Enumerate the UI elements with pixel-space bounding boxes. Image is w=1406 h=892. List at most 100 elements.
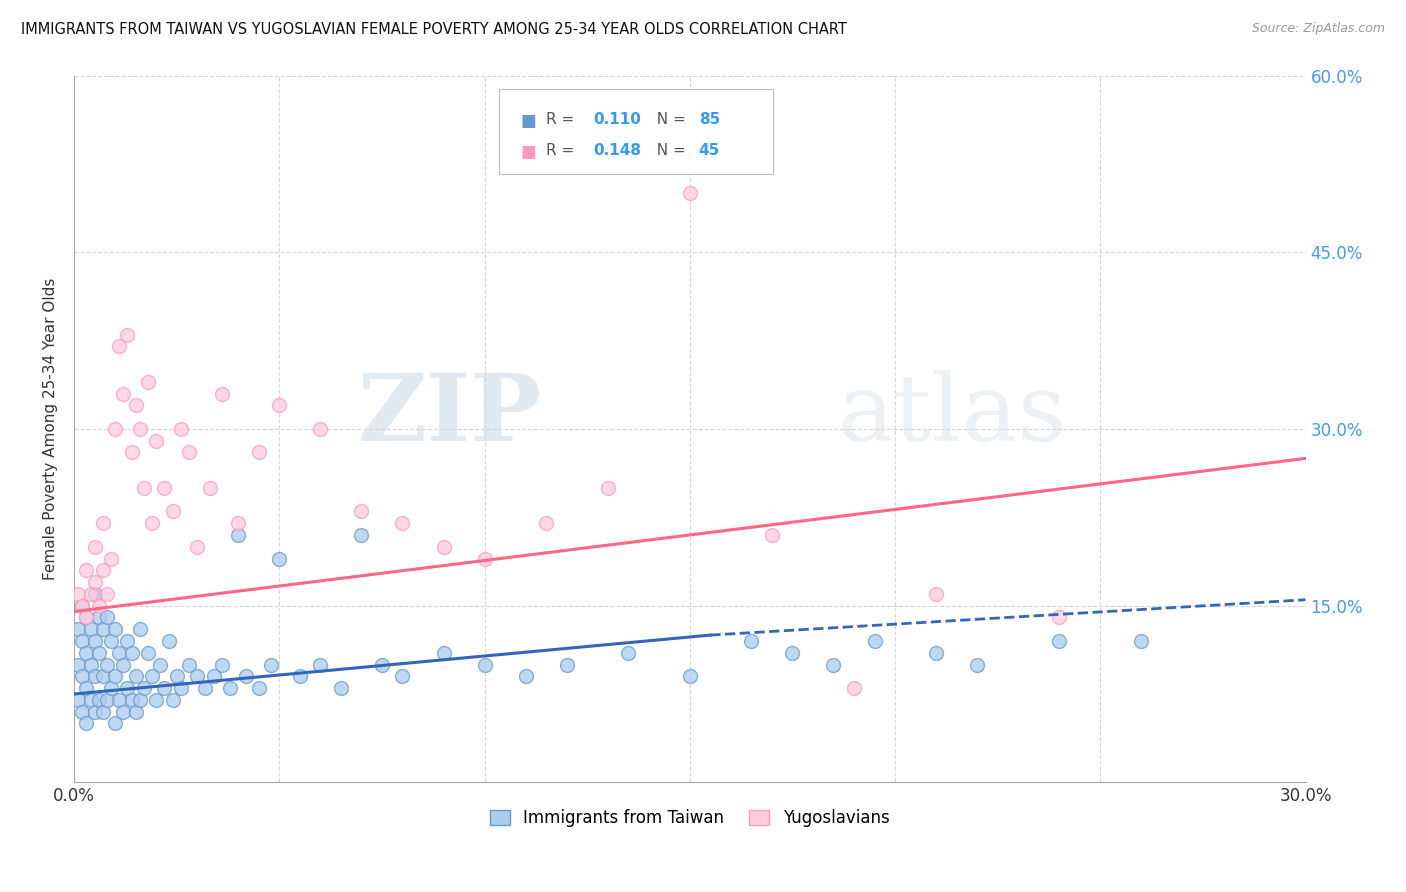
Point [117,634,139,648]
Text: N =: N = [647,143,690,158]
Point [925,587,948,601]
Text: R =: R = [546,143,579,158]
Point [91,669,114,683]
Text: R =: R = [546,112,579,127]
Point [112,386,135,401]
Point [136,646,159,660]
Point [863,634,886,648]
Point [966,657,988,672]
Point [371,657,394,672]
Point [87,646,110,660]
Point [100,634,122,648]
Text: N =: N = [647,112,690,127]
Point [121,693,143,707]
Point [1047,634,1070,648]
Text: ■: ■ [520,112,536,129]
Point [782,646,804,660]
Point [104,669,127,683]
Point [617,646,640,660]
Point [288,669,311,683]
Point [91,563,114,577]
Point [136,375,159,389]
Point [198,481,221,495]
Point [67,587,90,601]
Point [170,422,193,436]
Point [226,516,249,531]
Point [75,610,97,624]
Point [91,516,114,531]
Point [350,528,373,542]
Point [177,445,200,459]
Point [596,481,619,495]
Text: 85: 85 [699,112,720,127]
Point [87,599,110,613]
Point [72,599,94,613]
Point [141,669,163,683]
Point [100,681,122,695]
Point [350,504,373,518]
Point [432,646,454,660]
Point [112,705,135,719]
Point [170,681,193,695]
Point [247,445,270,459]
Point [91,705,114,719]
Point [72,705,94,719]
Point [96,657,118,672]
Point [157,634,180,648]
Point [128,422,150,436]
Point [79,587,101,601]
Point [842,681,865,695]
Point [153,681,176,695]
Point [925,646,948,660]
Point [117,681,139,695]
Point [391,669,413,683]
Point [83,634,105,648]
Point [1047,610,1070,624]
Point [75,646,97,660]
Point [108,693,131,707]
Point [96,610,118,624]
Point [72,634,94,648]
Point [145,693,167,707]
Point [329,681,352,695]
Point [474,657,496,672]
Point [124,669,146,683]
Point [128,622,150,636]
Point [515,669,537,683]
Point [67,693,90,707]
Point [108,646,131,660]
Point [211,386,233,401]
Point [153,481,176,495]
Point [679,669,702,683]
Point [87,610,110,624]
Text: ■: ■ [520,143,536,161]
Point [96,693,118,707]
Point [679,186,702,201]
Point [104,422,127,436]
Text: ZIP: ZIP [357,370,543,459]
Point [740,634,762,648]
Point [247,681,270,695]
Point [211,657,233,672]
Point [67,657,90,672]
Point [108,339,131,353]
Point [72,599,94,613]
Point [87,693,110,707]
Point [124,705,146,719]
Point [145,434,167,448]
Point [75,610,97,624]
Point [432,540,454,554]
Point [83,669,105,683]
Text: IMMIGRANTS FROM TAIWAN VS YUGOSLAVIAN FEMALE POVERTY AMONG 25-34 YEAR OLDS CORRE: IMMIGRANTS FROM TAIWAN VS YUGOSLAVIAN FE… [21,22,846,37]
Point [219,681,242,695]
Point [132,681,155,695]
Point [391,516,413,531]
Text: atlas: atlas [838,370,1067,459]
Point [91,622,114,636]
Point [149,657,172,672]
Point [100,551,122,566]
Point [79,693,101,707]
Point [226,528,249,542]
Point [121,445,143,459]
Point [202,669,225,683]
